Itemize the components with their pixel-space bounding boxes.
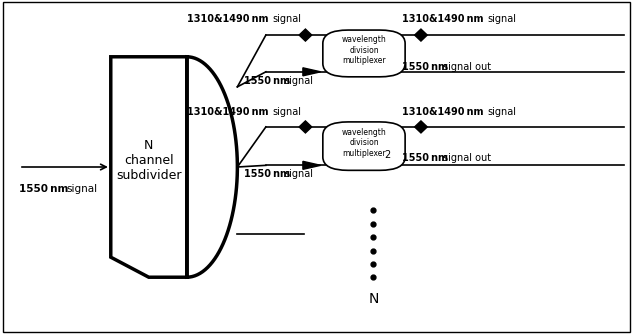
Polygon shape bbox=[303, 161, 321, 169]
Text: 1550 nm: 1550 nm bbox=[19, 184, 68, 194]
Text: 1550 nm: 1550 nm bbox=[244, 76, 290, 86]
Text: signal: signal bbox=[285, 169, 314, 179]
Text: signal: signal bbox=[272, 14, 301, 24]
Text: wavelength
division
multiplexer: wavelength division multiplexer bbox=[342, 128, 386, 158]
Polygon shape bbox=[303, 68, 321, 76]
Text: 2: 2 bbox=[384, 150, 391, 160]
Text: 1550 nm: 1550 nm bbox=[244, 169, 290, 179]
Text: wavelength
division
multiplexer: wavelength division multiplexer bbox=[342, 35, 386, 65]
Text: N
channel
subdivider: N channel subdivider bbox=[116, 139, 182, 182]
Text: 1310&1490 nm: 1310&1490 nm bbox=[187, 107, 268, 117]
Text: 1550 nm: 1550 nm bbox=[402, 62, 448, 72]
Text: 1310&1490 nm: 1310&1490 nm bbox=[187, 14, 268, 24]
Text: signal: signal bbox=[66, 184, 97, 194]
Text: 1310&1490 nm: 1310&1490 nm bbox=[402, 14, 484, 24]
Polygon shape bbox=[299, 121, 312, 133]
Polygon shape bbox=[415, 29, 427, 41]
Text: signal out: signal out bbox=[443, 153, 491, 163]
Text: 1310&1490 nm: 1310&1490 nm bbox=[402, 107, 484, 117]
Text: N: N bbox=[368, 292, 379, 306]
FancyBboxPatch shape bbox=[323, 122, 405, 170]
Text: signal out: signal out bbox=[443, 62, 491, 72]
Polygon shape bbox=[111, 57, 237, 277]
Text: signal: signal bbox=[272, 107, 301, 117]
Text: signal: signal bbox=[285, 76, 314, 86]
Text: 1550 nm: 1550 nm bbox=[402, 153, 448, 163]
Polygon shape bbox=[415, 121, 427, 133]
Text: signal: signal bbox=[487, 14, 517, 24]
Text: signal: signal bbox=[487, 107, 517, 117]
FancyBboxPatch shape bbox=[323, 30, 405, 77]
Polygon shape bbox=[299, 29, 312, 41]
